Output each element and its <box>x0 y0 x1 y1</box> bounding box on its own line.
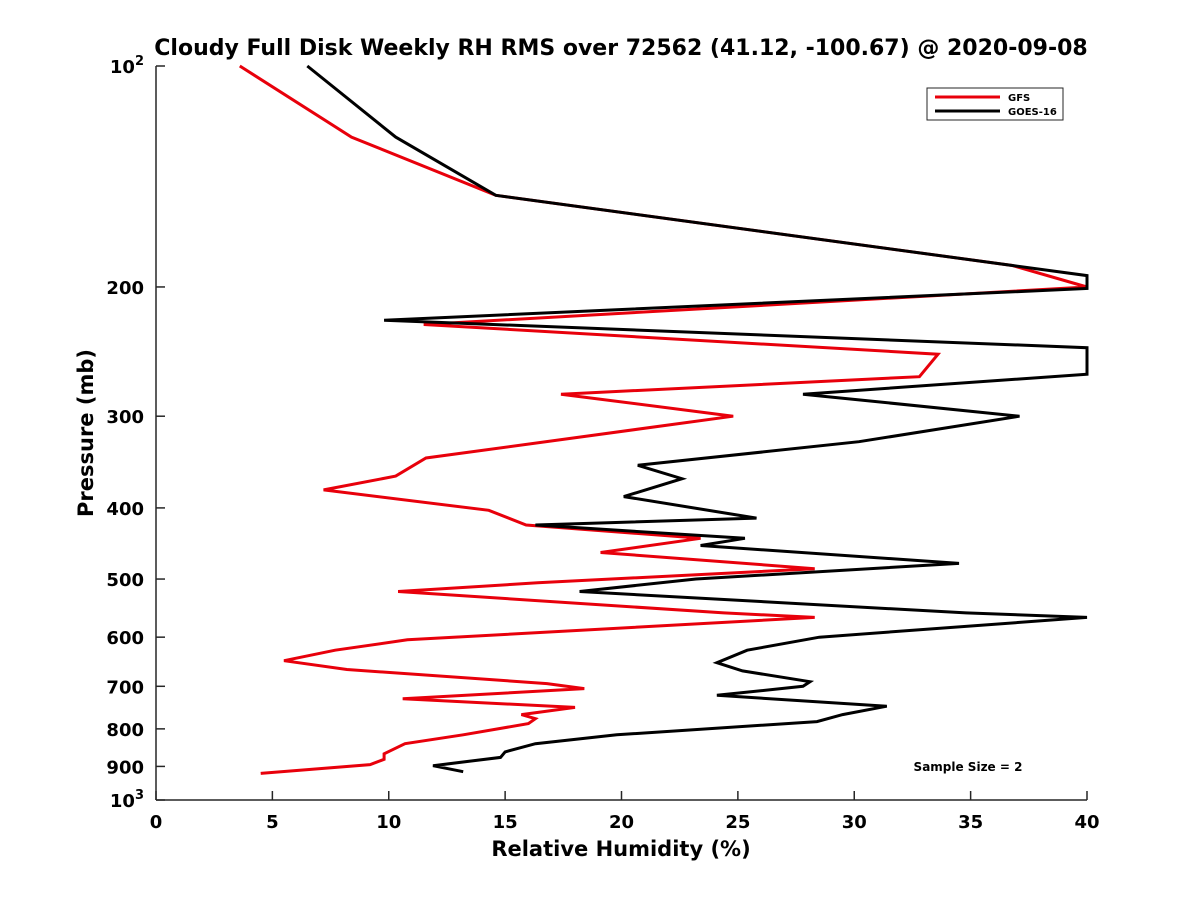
series-line-gfs <box>238 64 1088 775</box>
y-tick-label: 400 <box>106 499 144 520</box>
x-tick-label: 15 <box>493 812 518 833</box>
x-tick-label: 5 <box>266 812 279 833</box>
x-tick-label: 10 <box>376 812 401 833</box>
x-tick-label: 30 <box>842 812 867 833</box>
x-tick-label: 20 <box>609 812 634 833</box>
x-axis-label: Relative Humidity (%) <box>491 837 750 861</box>
x-tick-label: 0 <box>150 812 163 833</box>
legend: GFS GOES-16 <box>926 87 1064 121</box>
y-tick-label: 102 <box>110 54 144 78</box>
y-tick-label: 600 <box>106 628 144 649</box>
y-tick-label: 800 <box>106 720 144 741</box>
y-tick-label: 500 <box>106 570 144 591</box>
x-tick-label: 25 <box>725 812 750 833</box>
y-tick-label: 900 <box>106 757 144 778</box>
y-tick-label: 700 <box>106 677 144 698</box>
y-tick-label: 200 <box>106 278 144 299</box>
legend-label-goes-16: GOES-16 <box>1008 107 1057 118</box>
series-line-goes-16 <box>306 64 1089 774</box>
x-tick-label: 40 <box>1074 812 1099 833</box>
y-ticks: 102 200 300 400 500 600 700 800 900 103 <box>106 54 165 812</box>
x-tick-label: 35 <box>958 812 983 833</box>
axes <box>155 66 1087 801</box>
legend-box <box>926 87 1064 121</box>
sample-size-annotation: Sample Size = 2 <box>914 760 1023 774</box>
y-tick-label: 300 <box>106 407 144 428</box>
legend-label-gfs: GFS <box>1008 93 1030 104</box>
x-ticks: 0 5 10 15 20 25 30 35 40 <box>150 791 1100 833</box>
y-axis-label: Pressure (mb) <box>74 349 98 517</box>
series-layer <box>238 64 1089 775</box>
chart-title: Cloudy Full Disk Weekly RH RMS over 7256… <box>154 36 1087 61</box>
y-tick-label: 103 <box>110 788 144 812</box>
